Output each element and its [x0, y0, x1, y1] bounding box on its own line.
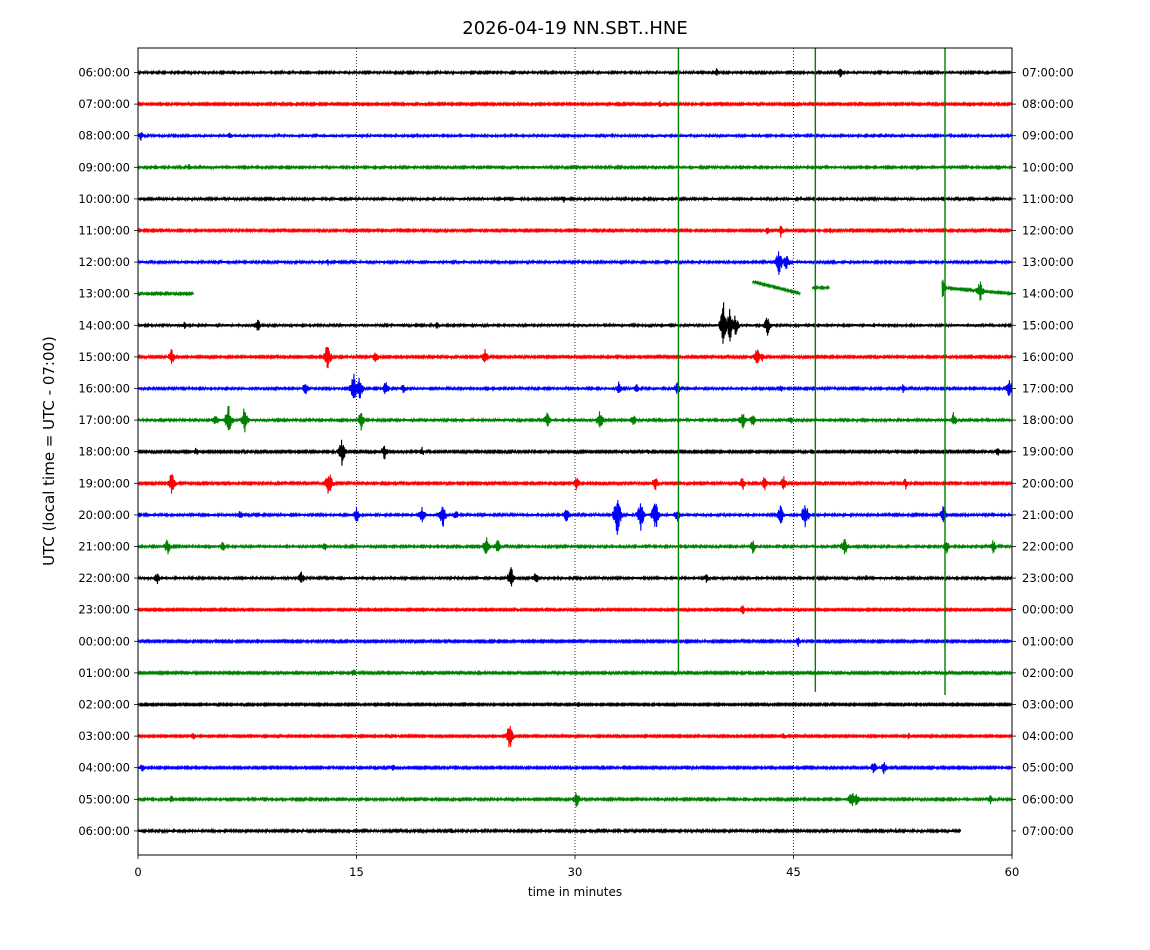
trace-row-0 — [137, 68, 1012, 78]
right-tick-label: 00:00:00 — [1022, 603, 1074, 617]
trace-row-17 — [137, 605, 1012, 615]
trace-row-4 — [137, 195, 1012, 203]
right-tick-label: 09:00:00 — [1022, 129, 1074, 143]
left-axis-ticks: 06:00:00 07:00:00 08:00:00 09:00:00 10:00:00… — [78, 66, 138, 838]
left-tick-label: 21:00:00 — [78, 540, 130, 554]
left-tick-label: 05:00:00 — [78, 792, 130, 806]
left-tick-label: 12:00:00 — [78, 255, 130, 269]
left-tick-label: 08:00:00 — [78, 129, 130, 143]
left-tick-label: 07:00:00 — [78, 97, 130, 111]
trace-row-21 — [137, 725, 1012, 748]
left-tick-label: 13:00:00 — [78, 287, 130, 301]
right-tick-label: 02:00:00 — [1022, 666, 1074, 680]
trace-row-3 — [137, 164, 1012, 171]
trace-row-1 — [137, 100, 1012, 108]
left-tick-label: 19:00:00 — [78, 476, 130, 490]
left-tick-label: 20:00:00 — [78, 508, 130, 522]
right-tick-label: 03:00:00 — [1022, 698, 1074, 712]
left-tick-label: 18:00:00 — [78, 445, 130, 459]
left-tick-label: 06:00:00 — [78, 824, 130, 838]
left-tick-label: 23:00:00 — [78, 603, 130, 617]
left-tick-label: 22:00:00 — [78, 571, 130, 585]
trace-row-7 — [941, 279, 1012, 301]
right-tick-label: 16:00:00 — [1022, 350, 1074, 364]
x-tick-label: 60 — [1005, 865, 1020, 879]
right-tick-label: 15:00:00 — [1022, 318, 1074, 332]
trace-row-23 — [137, 792, 1012, 808]
left-tick-label: 02:00:00 — [78, 698, 130, 712]
x-tick-label: 0 — [134, 865, 141, 879]
left-tick-label: 03:00:00 — [78, 729, 130, 743]
left-tick-label: 09:00:00 — [78, 160, 130, 174]
trace-row-22 — [137, 762, 1012, 775]
right-tick-label: 11:00:00 — [1022, 192, 1074, 206]
right-tick-label: 17:00:00 — [1022, 382, 1074, 396]
right-axis-ticks: 07:00:00 08:00:00 09:00:00 10:00:00 11:00:00… — [1012, 66, 1074, 838]
right-tick-label: 04:00:00 — [1022, 729, 1074, 743]
left-tick-label: 00:00:00 — [78, 634, 130, 648]
x-tick-label: 45 — [786, 865, 801, 879]
x-axis-label: time in minutes — [528, 885, 622, 899]
trace-row-19 — [137, 669, 1012, 677]
trace-row-24 — [137, 827, 962, 835]
right-tick-label: 20:00:00 — [1022, 476, 1074, 490]
y-axis-label: UTC (local time = UTC - 07:00) — [40, 336, 58, 566]
right-tick-label: 07:00:00 — [1022, 824, 1074, 838]
trace-row-2 — [137, 132, 1012, 141]
trace-row-11 — [137, 405, 1012, 433]
trace-row-10 — [137, 373, 1012, 399]
trace-row-12 — [137, 439, 1012, 466]
trace-row-18 — [137, 637, 1012, 647]
trace-row-15 — [137, 537, 1012, 555]
left-tick-label: 16:00:00 — [78, 382, 130, 396]
left-tick-label: 10:00:00 — [78, 192, 130, 206]
event-lines — [677, 48, 946, 696]
left-tick-label: 01:00:00 — [78, 666, 130, 680]
trace-row-13 — [137, 473, 1012, 494]
right-tick-label: 21:00:00 — [1022, 508, 1074, 522]
right-tick-label: 10:00:00 — [1022, 160, 1074, 174]
x-tick-label: 30 — [568, 865, 583, 879]
trace-row-5 — [137, 225, 1012, 238]
trace-row-6 — [137, 251, 1012, 275]
left-tick-label: 14:00:00 — [78, 318, 130, 332]
left-tick-label: 06:00:00 — [78, 66, 130, 80]
left-tick-label: 04:00:00 — [78, 761, 130, 775]
x-axis-ticks: 0 15 30 45 60 — [134, 855, 1019, 879]
left-tick-label: 17:00:00 — [78, 413, 130, 427]
trace-row-9 — [137, 346, 1012, 369]
right-tick-label: 01:00:00 — [1022, 634, 1074, 648]
right-tick-label: 06:00:00 — [1022, 792, 1074, 806]
x-tick-label: 15 — [349, 865, 364, 879]
right-tick-label: 07:00:00 — [1022, 66, 1074, 80]
trace-row-14 — [137, 499, 1012, 535]
right-tick-label: 05:00:00 — [1022, 761, 1074, 775]
gridlines — [356, 48, 794, 855]
right-tick-label: 08:00:00 — [1022, 97, 1074, 111]
left-tick-label: 11:00:00 — [78, 224, 130, 238]
right-tick-label: 18:00:00 — [1022, 413, 1074, 427]
trace-row-16 — [137, 567, 1012, 587]
right-tick-label: 22:00:00 — [1022, 540, 1074, 554]
chart-title: 2026-04-19 NN.SBT..HNE — [462, 18, 687, 39]
trace-row-7 — [137, 290, 194, 297]
right-tick-label: 19:00:00 — [1022, 445, 1074, 459]
right-tick-label: 23:00:00 — [1022, 571, 1074, 585]
trace-row-8 — [137, 302, 1012, 344]
trace-row-20 — [137, 701, 1012, 708]
right-tick-label: 13:00:00 — [1022, 255, 1074, 269]
right-tick-label: 14:00:00 — [1022, 287, 1074, 301]
right-tick-label: 12:00:00 — [1022, 224, 1074, 238]
seismic-traces — [137, 68, 1012, 835]
left-tick-label: 15:00:00 — [78, 350, 130, 364]
trace-row-7 — [752, 279, 801, 296]
